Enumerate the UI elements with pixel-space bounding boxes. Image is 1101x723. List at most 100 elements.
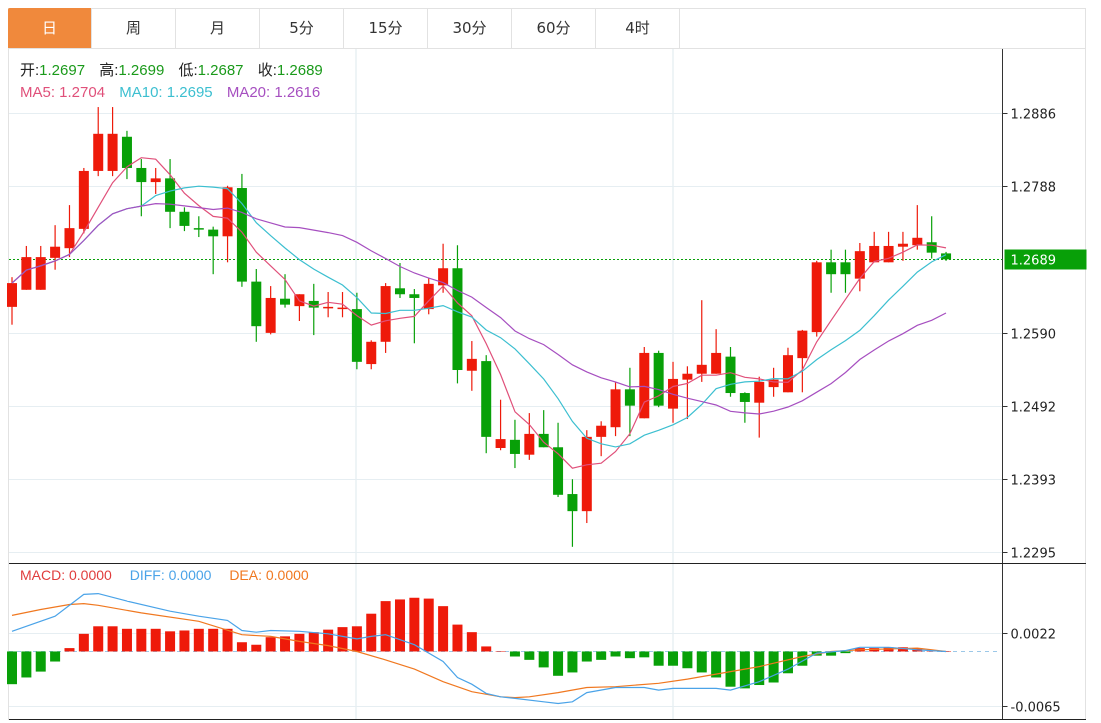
diff-line [11, 592, 947, 705]
candle-up [323, 292, 334, 318]
candle-down [624, 367, 635, 437]
candle-up [668, 361, 679, 423]
candle-body [280, 298, 291, 305]
candle-down [840, 249, 851, 293]
ma20-value: MA20: 1.2616 [226, 84, 321, 101]
ma-row: MA5: 1.2704 MA10: 1.2695 MA20: 1.2616 [20, 82, 333, 104]
macd-bar-negative [553, 651, 564, 676]
candle-down [739, 392, 750, 423]
macd-bar-positive [165, 631, 176, 652]
ma20-line [11, 202, 947, 415]
ma10-value: MA10: 1.2695 [119, 84, 213, 101]
macd-bar-negative [524, 651, 535, 660]
candle-body [495, 439, 506, 449]
candle-down [452, 245, 463, 384]
macd-bar-negative [696, 651, 707, 673]
candle-up [35, 245, 46, 290]
high-value: 1.2699 [118, 62, 165, 79]
dea-line [11, 602, 947, 699]
macd-bar-negative [768, 651, 779, 683]
close-label: 收: [257, 62, 277, 79]
macd-bar-positive [78, 633, 89, 652]
candle-body [883, 245, 894, 263]
macd-bar-negative [596, 651, 607, 660]
last-price-badge [1004, 249, 1087, 270]
tab-30min[interactable]: 30分 [428, 8, 512, 48]
candle-down [826, 249, 837, 293]
candle-body [7, 283, 17, 307]
candle-body [394, 288, 405, 295]
ma5-value: MA5: 1.2704 [20, 84, 106, 101]
macd-bar-positive [438, 606, 449, 652]
candle-body [754, 381, 765, 403]
candle-up [78, 167, 89, 234]
candle-up [366, 340, 377, 370]
candle-up [466, 341, 477, 391]
macd-bar-negative [653, 651, 664, 666]
tab-month[interactable]: 月 [176, 8, 260, 48]
candle-up [222, 185, 233, 263]
low-value: 1.2687 [197, 62, 244, 79]
candle-up [64, 205, 75, 258]
candle-body [423, 283, 434, 310]
open-value: 1.2697 [39, 62, 86, 79]
macd-bar-positive [179, 630, 190, 652]
candle-body [610, 389, 621, 428]
candle-down [725, 346, 736, 397]
last-price-label: 1.2689 [1011, 254, 1057, 269]
candle-body [438, 268, 449, 286]
candle-down [179, 207, 190, 232]
tab-4hour[interactable]: 4时 [596, 8, 680, 48]
candle-body [21, 257, 32, 290]
macd-tick-label: -0.0065 [1011, 701, 1061, 716]
candle-up [21, 245, 32, 290]
macd-bar-positive [294, 633, 305, 652]
candle-body [136, 167, 147, 183]
candle-down [509, 419, 520, 469]
candle-body [308, 300, 319, 308]
candle-body [581, 436, 592, 512]
macd-info: MACD: 0.0000 DIFF: 0.0000 DEA: 0.0000 [20, 567, 323, 583]
candle-body [323, 306, 334, 309]
price-tick-label: 1.2590 [1011, 328, 1057, 343]
candle-body [797, 330, 808, 359]
tab-week[interactable]: 周 [92, 8, 176, 48]
macd-bar-positive [121, 628, 132, 652]
candle-down [193, 216, 204, 238]
tab-60min[interactable]: 60分 [512, 8, 596, 48]
candle-up [93, 107, 104, 177]
macd-bar-positive [93, 626, 104, 652]
candle-body [78, 170, 89, 229]
macd-bar-positive [107, 626, 118, 652]
candle-down [553, 422, 564, 498]
candle-body [696, 364, 707, 374]
candle-body [466, 358, 477, 371]
candle-body [50, 246, 61, 258]
candle-up [869, 231, 880, 263]
tab-5min[interactable]: 5分 [260, 8, 344, 48]
dea-value: DEA: 0.0000 [229, 567, 309, 583]
candle-body [351, 309, 362, 362]
candle-down [136, 159, 147, 217]
candle-up [754, 376, 765, 438]
macd-bar-positive [337, 627, 348, 652]
candle-down [941, 251, 952, 261]
candle-body [624, 389, 635, 406]
candle-body [107, 133, 118, 171]
candle-body [653, 352, 664, 406]
candle-up [854, 242, 865, 292]
macd-bar-positive [64, 648, 75, 652]
candle-up [682, 366, 693, 420]
macd-bar-positive [409, 597, 420, 652]
candle-body [538, 433, 549, 448]
macd-bar-negative [35, 651, 46, 672]
candle-down [165, 159, 176, 229]
candle-up [912, 205, 923, 250]
candle-up [150, 167, 161, 194]
tab-day[interactable]: 日 [8, 8, 92, 48]
tab-15min[interactable]: 15分 [344, 8, 428, 48]
candle-up [639, 346, 650, 419]
macd-bar-positive [380, 601, 391, 652]
price-tick-label: 1.2492 [1011, 401, 1057, 416]
